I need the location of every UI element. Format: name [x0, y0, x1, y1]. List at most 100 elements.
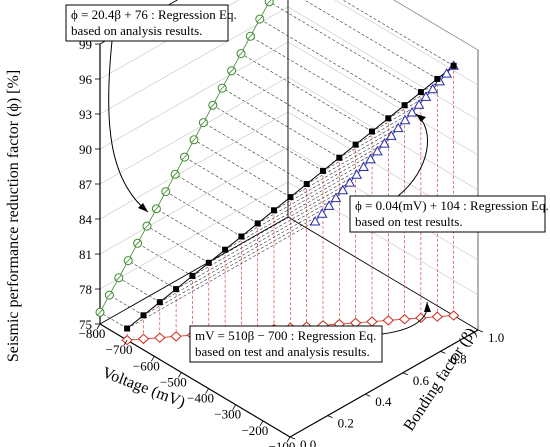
- triangle-marker: [406, 106, 418, 117]
- triangle-marker: [392, 122, 404, 133]
- x-tick-mark: [286, 436, 291, 443]
- triangle-marker: [337, 184, 349, 195]
- triangle-marker: [379, 138, 390, 148]
- grid-line: [99, 76, 289, 185]
- projection-line: [420, 81, 440, 93]
- triangle-marker: [323, 200, 335, 210]
- square-marker: [352, 141, 359, 148]
- square-marker: [271, 207, 277, 214]
- circle-marker-slash: [256, 15, 264, 23]
- circle-marker-slash: [115, 274, 123, 282]
- square-marker: [303, 181, 310, 187]
- x-tick-mark: [96, 323, 101, 330]
- x-tick-mark: [150, 356, 155, 362]
- y-tick-label: 0.8: [450, 351, 466, 366]
- annotation-analysis: ϕ = 20.4β + 76 : Regression Eq. based on…: [65, 4, 237, 213]
- circle-marker-slash: [153, 205, 160, 213]
- triangle-marker: [427, 83, 439, 94]
- projection-line: [192, 190, 343, 277]
- grid-line: [393, 0, 479, 51]
- projection-line: [203, 122, 307, 185]
- y-axis-line: [289, 329, 479, 438]
- grid-line: [99, 146, 289, 255]
- circle-marker-slash: [190, 136, 198, 144]
- diamond-marker: [121, 334, 133, 346]
- circle-marker-slash: [247, 33, 254, 40]
- annotation-test: ϕ = 0.04(mV) + 104 : Regression Eq. base…: [349, 113, 549, 233]
- circle-marker-slash: [124, 257, 132, 264]
- x-tick-label: −300: [214, 407, 241, 422]
- diamond-marker: [431, 311, 444, 322]
- projection-line: [156, 208, 226, 250]
- square-marker: [205, 259, 212, 266]
- diamond-marker: [398, 314, 411, 325]
- projection-line: [143, 213, 323, 316]
- annotation-combined: mV = 510β − 700 : Regression Eq. based o…: [189, 301, 431, 363]
- projection-line: [175, 197, 337, 290]
- triangle-marker: [344, 177, 356, 187]
- z-tick-label: 75: [79, 317, 92, 332]
- circle-marker-slash: [181, 153, 188, 161]
- z-tick-label: 90: [79, 142, 92, 157]
- y-tick-mark: [440, 351, 446, 354]
- triangle-marker: [358, 161, 369, 171]
- projection-line: [208, 182, 350, 264]
- projection-line: [240, 53, 373, 132]
- y-tick-label: 0.4: [375, 394, 392, 409]
- y-tick-mark: [402, 372, 408, 376]
- projection-line: [303, 0, 438, 80]
- projection-line: [222, 87, 340, 158]
- x-tick-label: −600: [133, 358, 160, 373]
- x-axis-line: [99, 323, 291, 438]
- x-tick-mark: [178, 372, 182, 378]
- grid-line: [287, 76, 479, 191]
- square-marker: [173, 286, 180, 293]
- annotation-test-line2: based on test results.: [355, 214, 463, 229]
- annotation-analysis-line2: based on analysis results.: [71, 23, 202, 38]
- square-marker: [320, 167, 326, 174]
- square-marker: [369, 128, 375, 135]
- y-tick-mark: [327, 415, 333, 418]
- circle-marker-slash: [106, 291, 113, 299]
- grid-line: [99, 41, 289, 150]
- z-tick-label: 87: [79, 177, 93, 192]
- diamond-marker: [154, 332, 166, 343]
- circle-marker-slash: [200, 119, 207, 126]
- square-marker: [189, 272, 196, 279]
- back-pane-right: [287, 0, 479, 331]
- projection-line: [250, 36, 389, 119]
- x-tick-label: −800: [79, 326, 106, 341]
- projection-line: [241, 166, 364, 237]
- annotation-test-line1: ϕ = 0.04(mV) + 104 : Regression Eq.: [355, 198, 549, 213]
- square-marker: [336, 154, 343, 161]
- circle-marker-slash: [171, 171, 179, 178]
- square-marker: [156, 299, 163, 306]
- grid-line: [287, 6, 479, 121]
- projection-line: [184, 156, 275, 211]
- z-tick-label: 78: [79, 282, 92, 297]
- y-tick-mark: [477, 329, 484, 333]
- x-tick-mark: [232, 404, 237, 410]
- triangle-marker: [385, 130, 397, 140]
- circle-marker-slash: [265, 0, 272, 6]
- square-marker: [254, 220, 261, 227]
- grid-line: [287, 181, 479, 296]
- square-marker: [287, 194, 294, 201]
- diamond-marker: [382, 315, 395, 326]
- diamond-marker: [447, 310, 460, 321]
- x-tick-label: −500: [160, 374, 187, 389]
- triangle-marker: [399, 114, 411, 125]
- circle-marker-slash: [209, 102, 217, 109]
- square-marker: [450, 62, 457, 69]
- triangle-marker: [413, 99, 425, 109]
- projection-line: [259, 18, 405, 106]
- axis-panes: [99, 0, 479, 331]
- diamond-marker: [137, 333, 150, 345]
- projection-line: [118, 277, 160, 303]
- square-marker: [417, 89, 424, 96]
- y-tick-mark: [365, 393, 371, 397]
- z-axis-title: Seismic performance reduction factor (ϕ)…: [5, 70, 22, 362]
- annotation-combined-line2: based on test and analysis results.: [195, 344, 370, 359]
- circle-marker-slash: [237, 50, 245, 57]
